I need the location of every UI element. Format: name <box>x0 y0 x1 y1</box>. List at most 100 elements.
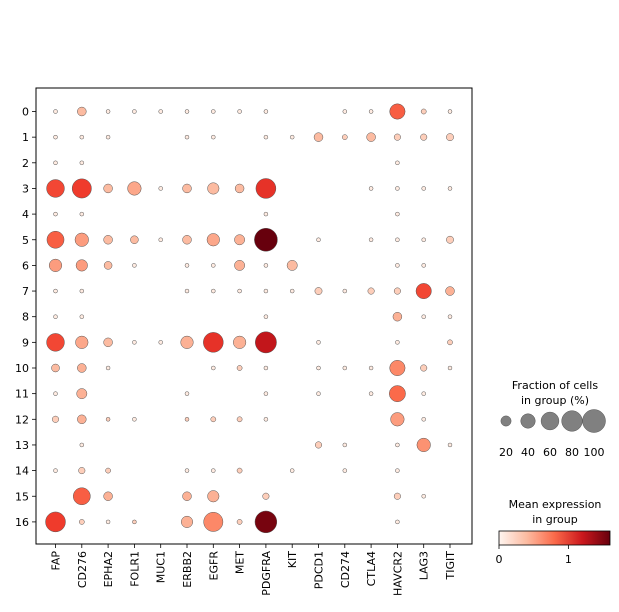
dot-CD274-group-10 <box>342 365 348 371</box>
dot-MET-group-7 <box>237 288 242 294</box>
dot-CD276-group-12 <box>77 414 87 424</box>
dot-LAG3-group-13 <box>416 437 431 453</box>
dot-FAP-group-4 <box>53 211 58 217</box>
dot-EPHA2-group-9 <box>103 337 113 348</box>
dot-EPHA2-group-14 <box>105 467 111 474</box>
dot-CD276-group-10 <box>77 363 87 373</box>
dot-ERBB2-group-14 <box>184 468 190 473</box>
x-tick-label: LAG3 <box>418 551 431 580</box>
dot-FAP-group-1 <box>53 134 58 140</box>
dot-TIGIT-group-0 <box>447 109 453 114</box>
dot-EGFR-group-14 <box>211 468 216 473</box>
dot-CD276-group-7 <box>79 288 85 294</box>
y-tick-label: 1 <box>22 131 29 144</box>
x-tick-label: KIT <box>286 551 299 568</box>
dot-PDGFRA-group-5 <box>254 228 278 252</box>
dot-CD274-group-0 <box>342 109 348 114</box>
dot-EPHA2-group-16 <box>105 519 111 525</box>
dot-HAVCR2-group-12 <box>390 412 405 427</box>
y-tick-label: 0 <box>22 106 29 119</box>
plot-frame <box>35 87 473 545</box>
x-tick-label: FAP <box>50 551 63 571</box>
dot-PDGFRA-group-10 <box>263 365 269 371</box>
dot-PDGFRA-group-1 <box>263 134 269 140</box>
y-tick-label: 10 <box>15 362 29 375</box>
dot-LAG3-group-3 <box>421 186 426 191</box>
dot-PDGFRA-group-8 <box>263 314 269 319</box>
x-tick-label: CD274 <box>339 551 352 588</box>
dot-PDCD1-group-10 <box>316 365 321 371</box>
y-tick-label: 13 <box>15 439 29 452</box>
dot-CD276-group-16 <box>78 519 85 525</box>
dot-ERBB2-group-12 <box>184 417 190 422</box>
dot-PDCD1-group-9 <box>316 340 321 345</box>
dot-EGFR-group-5 <box>206 233 220 247</box>
dot-FOLR1-group-0 <box>132 109 137 114</box>
size-legend-title-line1: Fraction of cells <box>512 379 598 392</box>
dot-HAVCR2-group-4 <box>395 211 400 217</box>
dot-CTLA4-group-0 <box>368 109 374 114</box>
y-tick-label: 5 <box>22 234 29 247</box>
size-legend-dot <box>500 415 512 427</box>
dot-EPHA2-group-1 <box>105 134 111 140</box>
dot-ERBB2-group-16 <box>181 515 193 528</box>
dot-HAVCR2-group-8 <box>392 312 403 322</box>
x-tick-label: EPHA2 <box>102 551 115 587</box>
dot-ERBB2-group-1 <box>184 134 190 140</box>
colorbar <box>498 530 611 546</box>
dot-MET-group-14 <box>236 467 243 474</box>
dot-EPHA2-group-6 <box>103 261 113 270</box>
x-tick-label: PDCD1 <box>313 551 326 589</box>
dot-CD276-group-3 <box>71 178 92 199</box>
dot-CTLA4-group-10 <box>368 365 374 371</box>
dot-PDCD1-group-11 <box>316 391 321 396</box>
dot-LAG3-group-11 <box>421 391 426 396</box>
dot-FAP-group-10 <box>51 363 60 373</box>
size-legend-label: 60 <box>543 446 557 459</box>
dot-PDGFRA-group-9 <box>255 331 277 354</box>
dot-HAVCR2-group-9 <box>395 340 400 345</box>
dot-LAG3-group-15 <box>421 494 426 499</box>
dot-ERBB2-group-7 <box>184 288 190 294</box>
x-tick-label: HAVCR2 <box>391 551 404 596</box>
dot-CD276-group-4 <box>79 211 85 217</box>
dot-MET-group-10 <box>236 365 243 371</box>
dot-TIGIT-group-13 <box>447 442 453 448</box>
size-legend-label: 80 <box>565 446 579 459</box>
dot-MUC1-group-9 <box>158 340 163 345</box>
dot-CD276-group-9 <box>75 335 89 349</box>
size-legend-label: 40 <box>521 446 535 459</box>
dot-HAVCR2-group-15 <box>393 492 401 500</box>
dot-MET-group-0 <box>237 109 242 114</box>
dot-EPHA2-group-15 <box>103 491 113 501</box>
dot-PDGFRA-group-11 <box>263 391 269 396</box>
dot-PDCD1-group-1 <box>313 132 324 142</box>
dot-FAP-group-0 <box>53 109 58 114</box>
dot-LAG3-group-7 <box>415 283 432 300</box>
dot-FOLR1-group-6 <box>132 263 137 268</box>
dot-MET-group-6 <box>234 260 245 271</box>
y-tick-label: 12 <box>15 413 29 426</box>
dot-ERBB2-group-15 <box>182 491 192 501</box>
x-tick-label: EGFR <box>207 551 220 581</box>
x-axis: FAP CD276 EPHA2 FOLR1 MUC1 ERBB2 EGFR MET PDGFRA… <box>50 544 457 596</box>
y-tick-label: 2 <box>22 157 29 170</box>
dot-ERBB2-group-11 <box>184 391 190 396</box>
y-tick-label: 11 <box>15 388 29 401</box>
dot-TIGIT-group-9 <box>447 339 453 346</box>
y-tick-label: 6 <box>22 259 29 272</box>
dot-HAVCR2-group-3 <box>395 186 400 191</box>
size-legend-dot <box>520 413 536 429</box>
dot-CD274-group-14 <box>342 468 348 473</box>
y-tick-label: 9 <box>22 336 29 349</box>
y-tick-label: 15 <box>15 490 29 503</box>
size-legend-dot <box>561 410 583 432</box>
size-legend-label: 100 <box>584 446 605 459</box>
colorbar-tick-label: 1 <box>565 553 572 566</box>
dot-HAVCR2-group-16 <box>395 519 400 525</box>
dot-CD274-group-7 <box>342 288 348 294</box>
x-tick-label: CTLA4 <box>365 551 378 586</box>
size-legend-title-line2: in group (%) <box>521 394 589 407</box>
dot-FAP-group-11 <box>53 391 58 396</box>
